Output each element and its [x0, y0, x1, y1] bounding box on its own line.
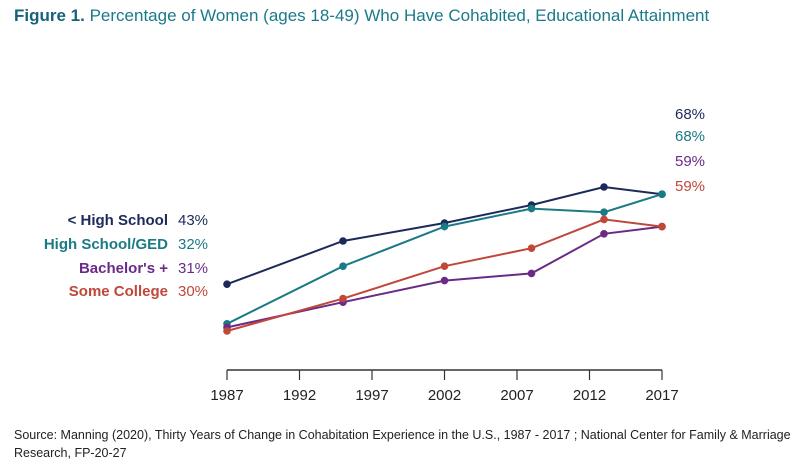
- x-tick-label-1987: 1987: [210, 387, 243, 404]
- series-line-3: [226, 218, 663, 332]
- x-tick-label-1997: 1997: [355, 387, 388, 404]
- start-value-3: 30%: [178, 283, 208, 300]
- figure-label: Figure 1.: [14, 6, 85, 25]
- data-point-1-3: [527, 204, 536, 213]
- start-value-1: 32%: [178, 236, 208, 253]
- data-point-1-1: [339, 262, 347, 271]
- x-tick-label-1992: 1992: [283, 387, 316, 404]
- data-point-2-4: [600, 230, 608, 238]
- chart-title: Figure 1. Percentage of Women (ages 18-4…: [14, 6, 709, 26]
- start-value-0: 43%: [178, 212, 208, 229]
- x-tick-label-2017: 2017: [645, 387, 678, 404]
- data-point-3-5: [658, 222, 666, 231]
- source-note: Source: Manning (2020), Thirty Years of …: [14, 428, 791, 460]
- series-line-0: [226, 185, 663, 286]
- series-name-3: Some College: [69, 283, 168, 300]
- x-tick-label-2012: 2012: [573, 387, 606, 404]
- data-point-3-3: [527, 244, 536, 252]
- start-value-2: 31%: [178, 260, 208, 277]
- data-point-0-1: [339, 237, 347, 245]
- data-point-0-0: [223, 280, 231, 289]
- series-line-1: [226, 193, 663, 325]
- x-tick-label-2002: 2002: [428, 387, 461, 404]
- data-point-1-2: [440, 222, 449, 231]
- end-value-2: 59%: [675, 153, 705, 170]
- data-point-2-2: [440, 276, 449, 285]
- end-value-3: 59%: [675, 178, 705, 195]
- series-name-0: < High School: [68, 212, 168, 229]
- data-point-3-1: [339, 294, 347, 303]
- data-point-2-3: [527, 269, 536, 278]
- x-tick-label-2007: 2007: [500, 387, 533, 404]
- data-point-0-4: [600, 183, 608, 191]
- series-line-2: [226, 225, 663, 329]
- data-point-1-4: [600, 208, 608, 216]
- data-point-3-2: [440, 262, 449, 271]
- data-point-3-4: [600, 215, 608, 224]
- series-name-2: Bachelor's +: [79, 260, 168, 277]
- data-point-1-5: [658, 190, 666, 198]
- line-chart: 1987 1992 1997 2002 2007 2012 2017 < High Schoo…: [44, 106, 705, 404]
- end-value-1: 68%: [675, 128, 705, 145]
- end-value-0: 68%: [675, 106, 705, 123]
- figure-title: Percentage of Women (ages 18-49) Who Hav…: [89, 6, 710, 25]
- series-name-1: High School/GED: [44, 236, 168, 253]
- data-point-3-0: [223, 327, 231, 335]
